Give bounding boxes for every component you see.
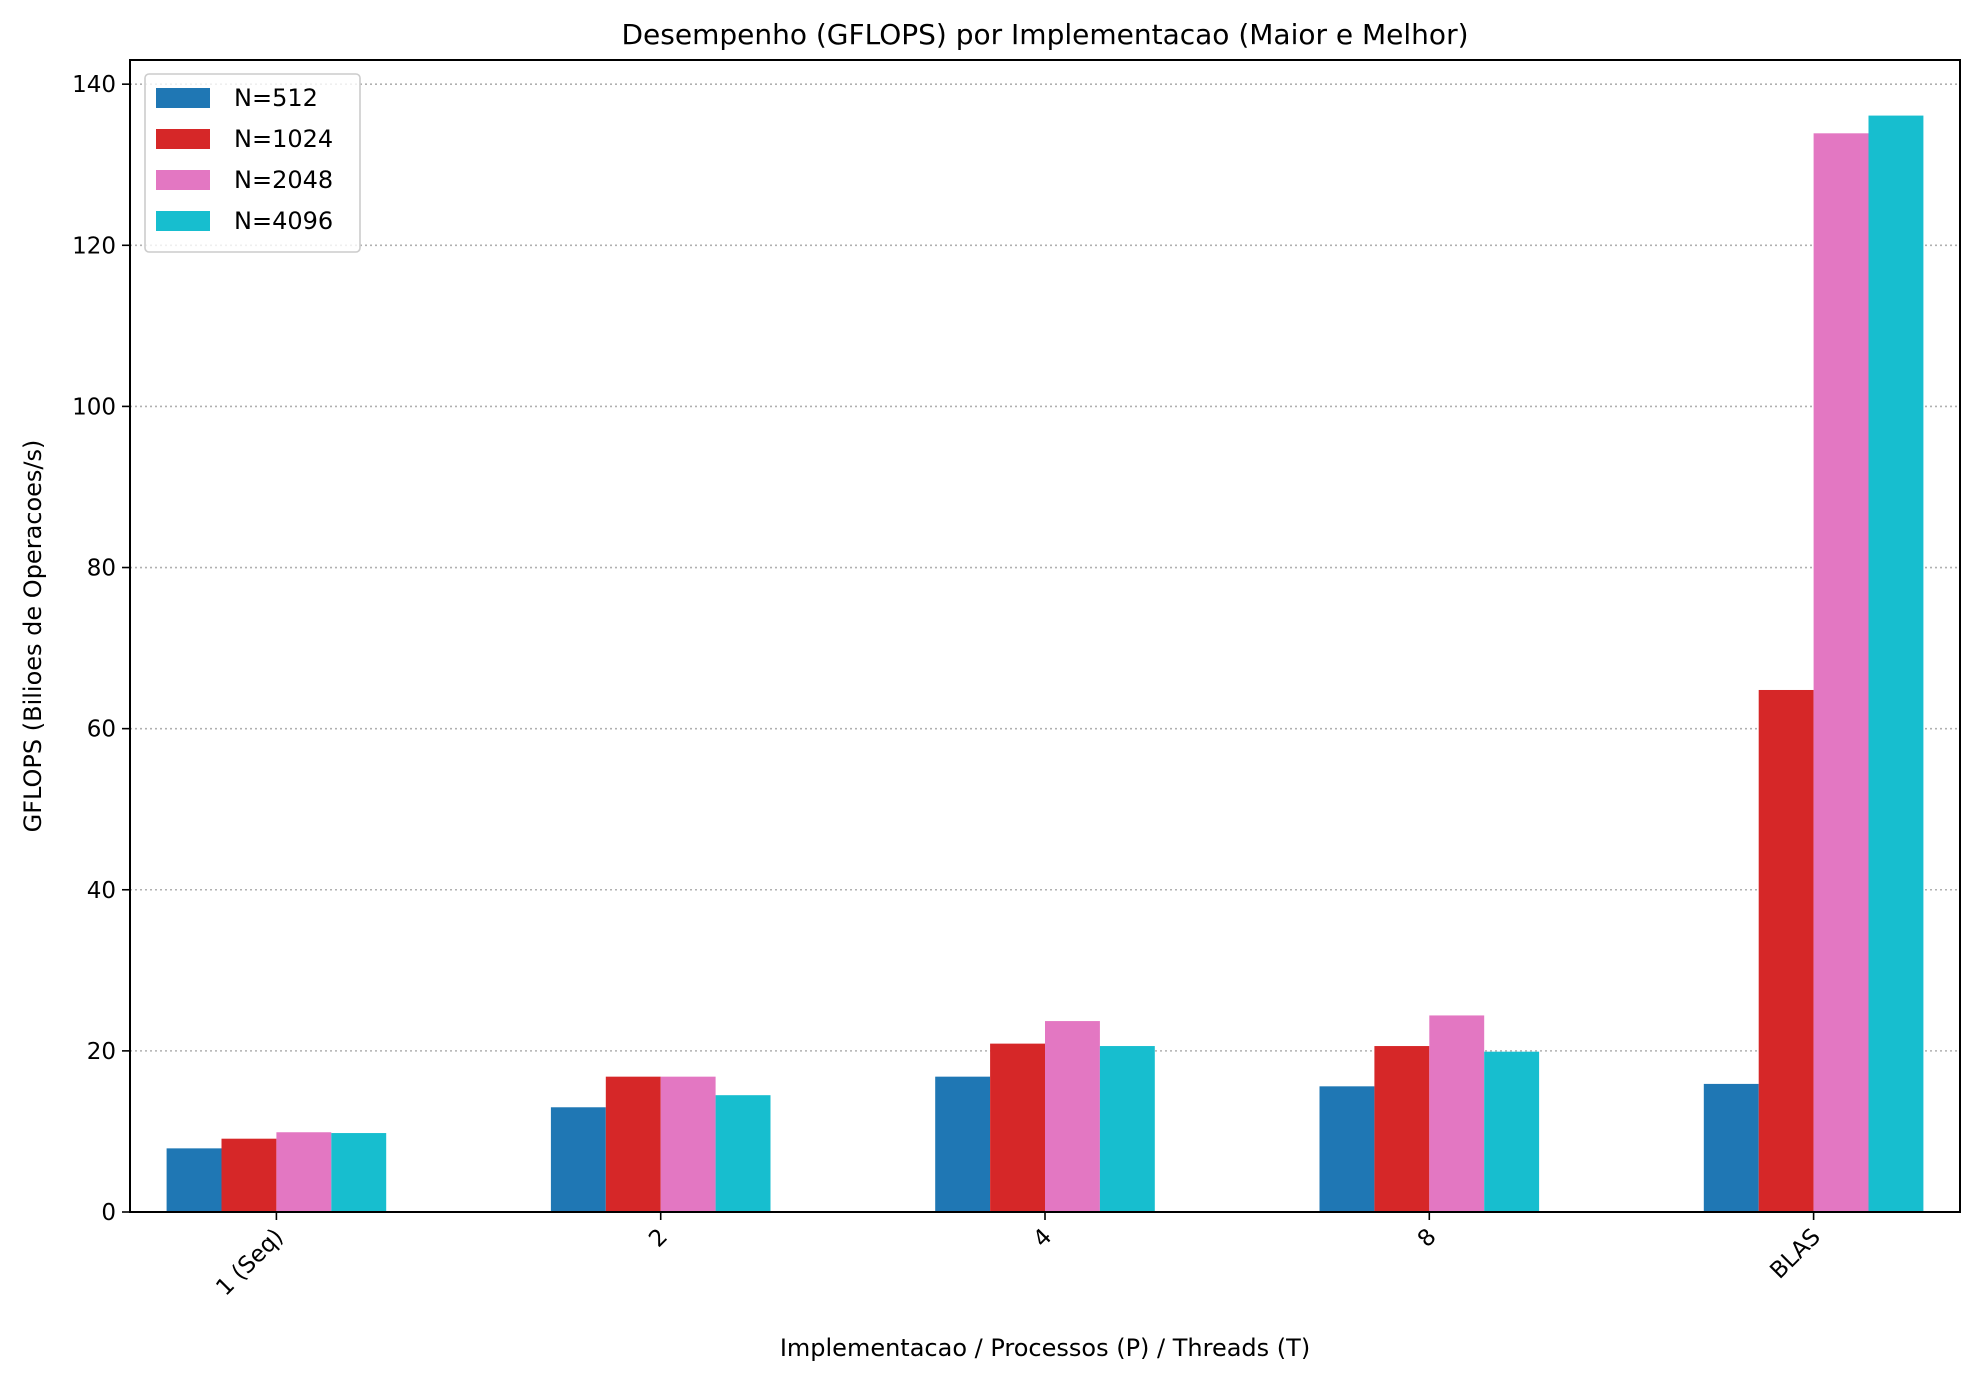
bar <box>1045 1021 1100 1212</box>
legend-swatch <box>156 170 210 190</box>
y-tick-label: 40 <box>87 878 116 904</box>
bar <box>331 1133 387 1212</box>
bar <box>1429 1015 1485 1212</box>
y-tick-label: 0 <box>101 1200 116 1226</box>
bars <box>166 115 1924 1213</box>
bar <box>166 1148 222 1212</box>
bar <box>221 1138 277 1212</box>
legend: N=512 N=1024 N=2048 N=4096 <box>144 73 361 253</box>
x-axis-label: Implementacao / Processos (P) / Threads … <box>780 1334 1310 1362</box>
bar <box>550 1107 606 1212</box>
y-axis-ticks: 0 20 40 60 80 100 120 140 <box>72 72 130 1226</box>
bar <box>1703 1083 1759 1212</box>
y-tick-label: 20 <box>87 1039 116 1065</box>
bar <box>990 1043 1045 1212</box>
bar <box>1319 1086 1375 1212</box>
bar <box>660 1076 716 1212</box>
bar <box>276 1132 332 1212</box>
legend-entry: N=2048 <box>234 166 333 194</box>
bar <box>715 1095 771 1212</box>
legend-swatch <box>156 88 210 108</box>
bar <box>1099 1046 1155 1212</box>
legend-entry: N=4096 <box>234 207 333 235</box>
legend-swatch <box>156 129 210 149</box>
bar <box>935 1076 991 1212</box>
bar <box>1484 1051 1540 1212</box>
y-tick-label: 60 <box>87 717 116 743</box>
y-tick-label: 80 <box>87 556 116 582</box>
y-axis-label: GFLOPS (Bilioes de Operacoes/s) <box>19 440 47 833</box>
bar <box>1758 689 1814 1212</box>
y-tick-label: 100 <box>72 394 116 420</box>
legend-swatch <box>156 211 210 231</box>
y-grid <box>130 83 1960 1052</box>
bar <box>1813 133 1869 1213</box>
bar <box>605 1076 661 1212</box>
y-tick-label: 120 <box>72 233 116 259</box>
legend-entry: N=512 <box>234 84 318 112</box>
chart-title: Desempenho (GFLOPS) por Implementacao (M… <box>621 18 1468 51</box>
bar <box>1374 1046 1430 1212</box>
legend-box <box>144 73 361 253</box>
y-tick-label: 140 <box>72 72 116 98</box>
legend-entry: N=1024 <box>234 125 333 153</box>
bar <box>1868 115 1924 1212</box>
